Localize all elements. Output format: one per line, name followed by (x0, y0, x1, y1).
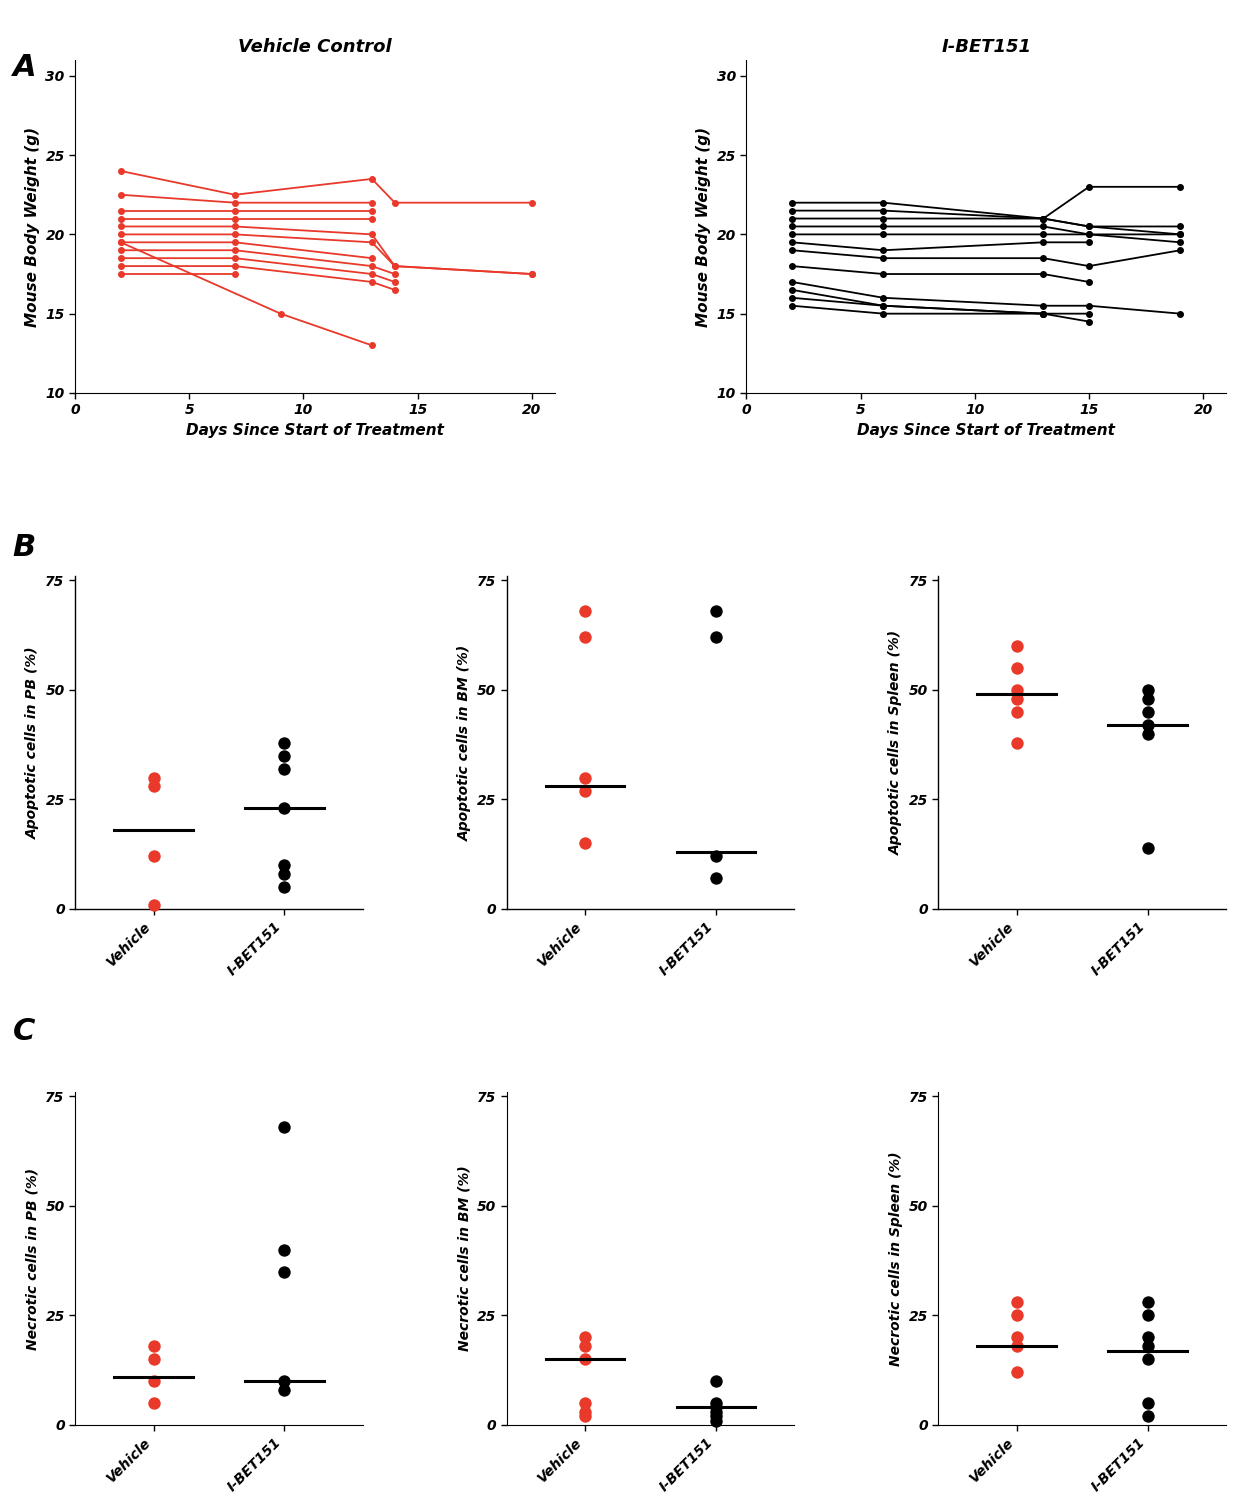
Point (1007, 1326, 1027, 1350)
Point (144, 1370, 164, 1394)
Title: I-BET151: I-BET151 (941, 38, 1031, 56)
Point (274, 1238, 294, 1262)
Text: C: C (13, 1017, 35, 1046)
Point (575, 1400, 595, 1423)
Point (1137, 836, 1157, 860)
Point (274, 853, 294, 877)
Y-axis label: Apoptotic cells in PB (%): Apoptotic cells in PB (%) (26, 646, 40, 839)
Point (1007, 687, 1027, 711)
Y-axis label: Necrotic cells in PB (%): Necrotic cells in PB (%) (26, 1167, 40, 1350)
Point (706, 598, 726, 622)
Point (575, 626, 595, 650)
Point (575, 831, 595, 855)
X-axis label: Days Since Start of Treatment: Days Since Start of Treatment (186, 423, 444, 438)
Point (1137, 700, 1157, 724)
Point (575, 1334, 595, 1358)
Point (274, 862, 294, 886)
Point (274, 796, 294, 820)
Point (274, 744, 294, 768)
Point (144, 892, 164, 916)
Point (274, 874, 294, 898)
Point (1007, 700, 1027, 724)
Point (274, 1370, 294, 1394)
Point (1007, 1304, 1027, 1328)
Point (1137, 1326, 1157, 1350)
Point (1007, 634, 1027, 658)
Point (575, 1390, 595, 1414)
Point (144, 844, 164, 868)
Point (1137, 1304, 1157, 1328)
Y-axis label: Apoptotic cells in BM (%): Apoptotic cells in BM (%) (458, 645, 472, 840)
Point (1137, 1290, 1157, 1314)
Point (274, 1260, 294, 1284)
Y-axis label: Mouse Body Weight (g): Mouse Body Weight (g) (25, 126, 40, 327)
Text: B: B (13, 532, 36, 561)
Point (575, 1326, 595, 1350)
Point (575, 1347, 595, 1371)
Y-axis label: Necrotic cells in BM (%): Necrotic cells in BM (%) (458, 1166, 472, 1352)
Point (144, 1334, 164, 1358)
Y-axis label: Mouse Body Weight (g): Mouse Body Weight (g) (697, 126, 712, 327)
Point (1007, 730, 1027, 754)
Point (706, 844, 726, 868)
Point (575, 765, 595, 789)
Point (1137, 1334, 1157, 1358)
Point (706, 867, 726, 891)
Point (1137, 678, 1157, 702)
X-axis label: Days Since Start of Treatment: Days Since Start of Treatment (857, 423, 1115, 438)
Point (274, 730, 294, 754)
Point (706, 1390, 726, 1414)
Point (1007, 1290, 1027, 1314)
Point (706, 626, 726, 650)
Point (575, 1404, 595, 1428)
Point (706, 1404, 726, 1428)
Point (1137, 687, 1157, 711)
Point (1137, 712, 1157, 736)
Y-axis label: Apoptotic cells in Spleen (%): Apoptotic cells in Spleen (%) (889, 630, 903, 855)
Point (144, 774, 164, 798)
Point (706, 1395, 726, 1419)
Point (1007, 1360, 1027, 1384)
Point (575, 598, 595, 622)
Point (1137, 722, 1157, 746)
Text: A: A (13, 53, 36, 81)
Point (706, 1408, 726, 1432)
Point (1137, 1390, 1157, 1414)
Y-axis label: Necrotic cells in Spleen (%): Necrotic cells in Spleen (%) (889, 1150, 903, 1366)
Point (144, 765, 164, 789)
Point (144, 1347, 164, 1371)
Point (1007, 656, 1027, 680)
Point (1007, 678, 1027, 702)
Point (706, 1370, 726, 1394)
Point (1137, 1404, 1157, 1428)
Point (1007, 1334, 1027, 1358)
Point (706, 1400, 726, 1423)
Point (274, 758, 294, 782)
Point (144, 1390, 164, 1414)
Point (575, 778, 595, 802)
Point (274, 1114, 294, 1138)
Point (1137, 1347, 1157, 1371)
Title: Vehicle Control: Vehicle Control (238, 38, 392, 56)
Point (274, 1378, 294, 1402)
